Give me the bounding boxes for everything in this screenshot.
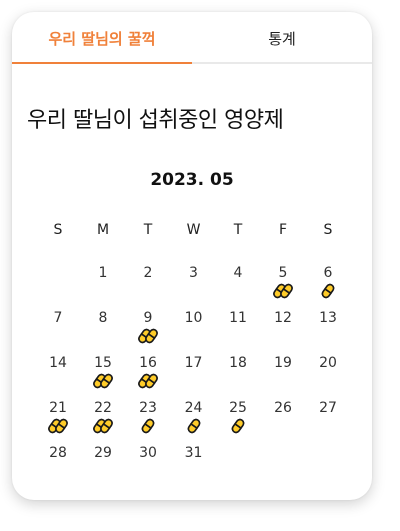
pill-capsule-icon[interactable] xyxy=(270,282,296,300)
calendar-day-25[interactable]: 25 xyxy=(229,400,247,416)
calendar-day-9[interactable]: 9 xyxy=(143,310,153,326)
pill-capsule-icon[interactable] xyxy=(135,372,161,390)
calendar-day-31[interactable]: 31 xyxy=(184,445,203,461)
calendar-day-20[interactable]: 20 xyxy=(319,355,337,371)
calendar-day-13[interactable]: 13 xyxy=(319,310,337,326)
pill-capsule-icon[interactable] xyxy=(135,417,161,435)
calendar-day-17[interactable]: 17 xyxy=(184,355,203,371)
weekday-fri: F xyxy=(278,222,288,238)
calendar-day-23[interactable]: 23 xyxy=(139,400,157,416)
pill-capsule-icon[interactable] xyxy=(225,417,251,435)
weekday-sun: S xyxy=(53,222,63,238)
calendar-day-26[interactable]: 26 xyxy=(274,400,292,416)
calendar-day-15[interactable]: 15 xyxy=(94,355,112,371)
tab-bar: 우리 딸님의 꿀꺽 통계 xyxy=(12,12,372,64)
calendar-day-5[interactable]: 5 xyxy=(278,265,288,281)
calendar-day-18[interactable]: 18 xyxy=(229,355,247,371)
calendar-day-29[interactable]: 29 xyxy=(94,445,112,461)
weekday-thu: T xyxy=(233,222,243,238)
calendar-day-3[interactable]: 3 xyxy=(189,265,198,281)
weekday-tue: T xyxy=(143,222,153,238)
calendar-day-19[interactable]: 19 xyxy=(274,355,292,371)
calendar-day-10[interactable]: 10 xyxy=(184,310,203,326)
pill-capsule-icon[interactable] xyxy=(135,327,161,345)
calendar-day-11[interactable]: 11 xyxy=(229,310,247,326)
calendar-day-7[interactable]: 7 xyxy=(53,310,63,326)
pill-capsule-icon[interactable] xyxy=(45,417,71,435)
weekday-mon: M xyxy=(96,222,110,238)
calendar-day-1[interactable]: 1 xyxy=(98,265,108,281)
calendar-day-12[interactable]: 12 xyxy=(274,310,292,326)
calendar-day-28[interactable]: 28 xyxy=(49,445,67,461)
calendar-day-21[interactable]: 21 xyxy=(49,400,67,416)
weekday-sat: S xyxy=(323,222,333,238)
tab-daily-log[interactable]: 우리 딸님의 꿀꺽 xyxy=(12,12,192,64)
weekday-wed: W xyxy=(186,222,201,238)
calendar-day-2[interactable]: 2 xyxy=(143,265,153,281)
pill-capsule-icon[interactable] xyxy=(181,417,207,435)
calendar-day-4[interactable]: 4 xyxy=(233,265,243,281)
calendar-day-24[interactable]: 24 xyxy=(184,400,203,416)
pill-capsule-icon[interactable] xyxy=(90,372,116,390)
pill-capsule-icon[interactable] xyxy=(90,417,116,435)
card: 우리 딸님의 꿀꺽 통계 우리 딸님이 섭취중인 영양제 2023. 05 S M… xyxy=(12,12,372,500)
calendar-day-27[interactable]: 27 xyxy=(319,400,337,416)
calendar-month-label: 2023. 05 xyxy=(150,170,234,190)
calendar-day-14[interactable]: 14 xyxy=(49,355,67,371)
calendar-day-22[interactable]: 22 xyxy=(94,400,112,416)
tab-statistics[interactable]: 통계 xyxy=(268,29,296,48)
calendar-day-30[interactable]: 30 xyxy=(139,445,157,461)
calendar-day-8[interactable]: 8 xyxy=(98,310,108,326)
pill-capsule-icon[interactable] xyxy=(315,282,341,300)
page-title: 우리 딸님이 섭취중인 영양제 xyxy=(27,108,284,133)
calendar-day-16[interactable]: 16 xyxy=(139,355,157,371)
calendar-day-6[interactable]: 6 xyxy=(323,265,333,281)
